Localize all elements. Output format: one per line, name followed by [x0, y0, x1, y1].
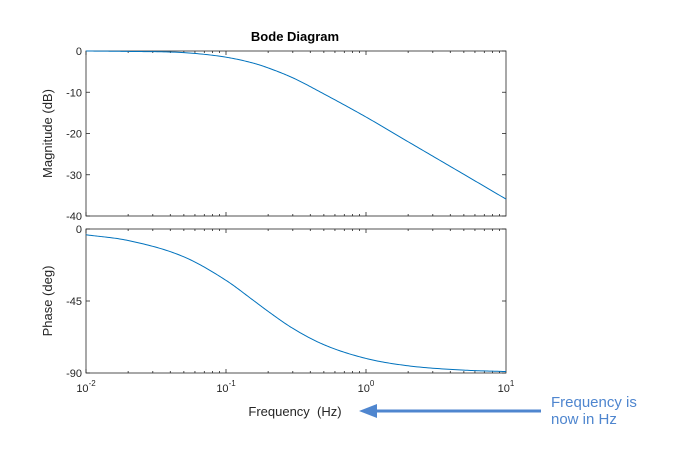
x-tick-label: 101	[498, 379, 515, 395]
y-tick-label: -90	[66, 368, 82, 380]
y-tick-label: -10	[66, 87, 82, 99]
y-tick-label: -30	[66, 170, 82, 182]
magnitude-panel: 0 -10 -20 -30 -40 Magnitude (dB)	[40, 46, 507, 223]
y-tick-label: 0	[76, 46, 82, 58]
x-tick-label: 10-2	[76, 379, 96, 395]
y-tick-label: -40	[66, 211, 82, 223]
annotation-line-2: now in Hz	[551, 411, 617, 428]
x-tick-label: 100	[358, 379, 375, 395]
phase-panel: 0 -45 -90 Phase (deg)	[40, 224, 507, 380]
y-axis-label: Magnitude (dB)	[40, 89, 55, 178]
plot-area-box	[85, 50, 507, 217]
x-tick-labels: 10-2 10-1 100 101	[76, 379, 515, 395]
series-line	[85, 234, 507, 373]
annotation-arrow-head	[359, 404, 377, 418]
chart-title: Bode Diagram	[251, 29, 339, 44]
series-line	[85, 50, 507, 200]
y-tick-label: 0	[76, 224, 82, 236]
plot-area-box	[85, 228, 507, 374]
annotation-text: Frequency is now in Hz	[551, 394, 637, 428]
annotation-line-1: Frequency is	[551, 394, 637, 411]
annotation-arrow	[359, 404, 541, 418]
x-tick-label: 10-1	[216, 379, 236, 395]
y-tick-label: -45	[66, 296, 82, 308]
y-axis-label: Phase (deg)	[40, 266, 55, 337]
x-axis-label: Frequency (Hz)	[248, 404, 341, 419]
y-tick-label: -20	[66, 129, 82, 141]
